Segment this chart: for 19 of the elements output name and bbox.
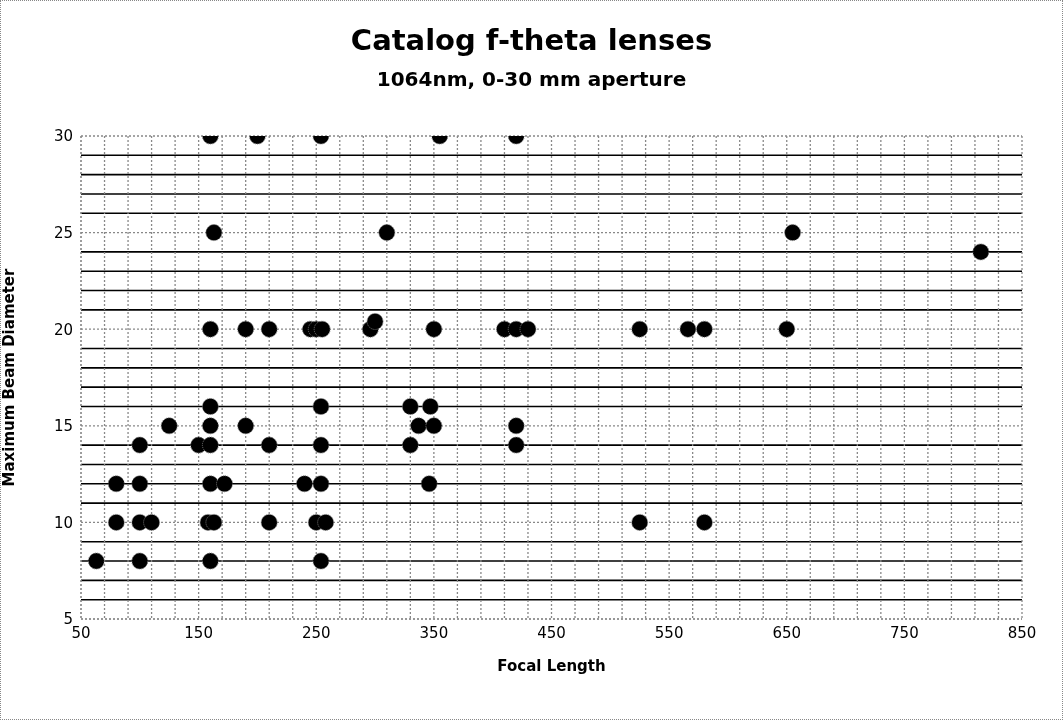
y-tick-label: 20 [53,320,73,339]
x-tick-label: 850 [1007,623,1037,642]
y-tick-label: 10 [53,513,73,532]
x-tick-label: 650 [772,623,802,642]
y-tick-label: 15 [53,417,73,436]
x-tick-label: 250 [301,623,331,642]
y-tick-label: 25 [53,223,73,242]
x-tick-label: 350 [419,623,449,642]
chart-subtitle: 1064nm, 0-30 mm aperture [375,67,688,91]
y-tick-label: 5 [63,610,73,629]
x-tick-label: 50 [71,623,91,642]
x-tick-label: 550 [654,623,684,642]
y-axis-title: Maximum Beam Diameter [0,267,19,487]
x-axis-title: Focal Length [497,657,606,675]
y-tick-label: 30 [53,127,73,146]
chart-title: Catalog f-theta lenses [349,23,714,57]
x-tick-label: 750 [890,623,919,642]
x-tick-label: 450 [537,623,566,642]
x-tick-label: 150 [184,623,213,642]
